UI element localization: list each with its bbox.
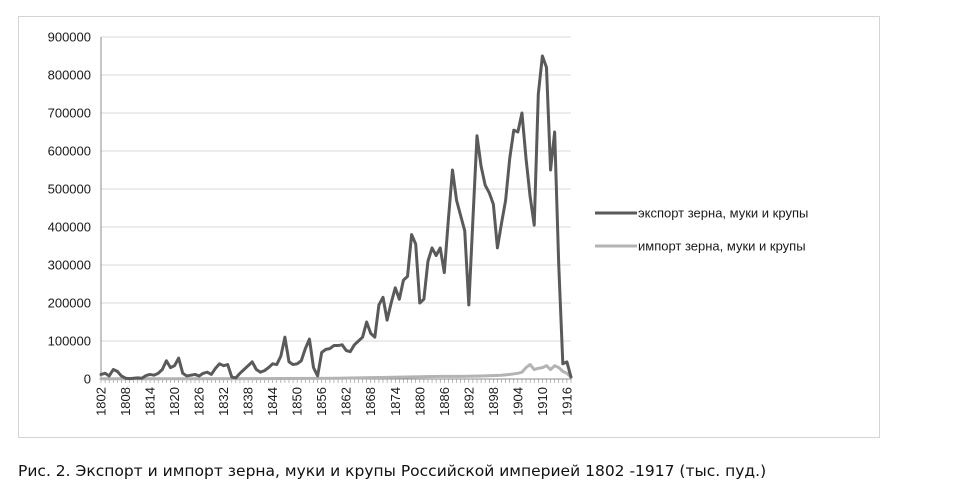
x-tick-label: 1916 xyxy=(559,387,574,416)
x-tick-label: 1898 xyxy=(486,387,501,416)
x-tick-label: 1850 xyxy=(290,387,305,416)
x-tick-label: 1832 xyxy=(216,387,231,416)
y-tick-label: 600000 xyxy=(48,144,91,159)
y-tick-label: 0 xyxy=(84,372,91,387)
line-chart: 0 100000 200000 300000 400000 500000 600000 700… xyxy=(48,30,809,416)
legend-label: экспорт зерна, муки и крупы xyxy=(638,206,808,221)
legend: экспорт зерна, муки и крупы импорт зерна,… xyxy=(595,206,808,254)
x-tick-label: 1838 xyxy=(241,387,256,416)
x-tick-label: 1880 xyxy=(412,387,427,416)
y-tick-label: 500000 xyxy=(48,182,91,197)
x-tick-label: 1808 xyxy=(118,387,133,416)
x-tick-label: 1910 xyxy=(535,387,550,416)
x-tick-label: 1868 xyxy=(363,387,378,416)
series-line xyxy=(99,54,573,381)
figure-caption: Рис. 2. Экспорт и импорт зерна, муки и к… xyxy=(18,462,767,480)
y-tick-label: 800000 xyxy=(48,68,91,83)
x-tick-label: 1814 xyxy=(143,387,158,416)
x-tick-label: 1856 xyxy=(314,387,329,416)
legend-label: импорт зерна, муки и крупы xyxy=(638,239,806,254)
x-tick-label: 1826 xyxy=(192,387,207,416)
x-tick-label: 1802 xyxy=(94,387,109,416)
gridlines xyxy=(101,36,571,342)
y-tick-label: 900000 xyxy=(48,30,91,45)
y-tick-label: 200000 xyxy=(48,296,91,311)
axes: 0 100000 200000 300000 400000 500000 600000 700… xyxy=(48,30,575,416)
y-tick-label: 100000 xyxy=(48,334,91,349)
y-tick-label: 300000 xyxy=(48,258,91,273)
x-tick-label: 1904 xyxy=(510,387,525,416)
x-tick-label: 1820 xyxy=(167,387,182,416)
x-tick-label: 1874 xyxy=(388,387,403,416)
chart-frame: 0 100000 200000 300000 400000 500000 600000 700… xyxy=(18,16,880,438)
y-tick-label: 400000 xyxy=(48,220,91,235)
series-lines xyxy=(99,54,573,381)
x-tick-label: 1886 xyxy=(437,387,452,416)
series-line xyxy=(99,363,573,381)
x-tick-label: 1892 xyxy=(461,387,476,416)
x-tick-label: 1862 xyxy=(339,387,354,416)
x-tick-label: 1844 xyxy=(265,387,280,416)
y-tick-label: 700000 xyxy=(48,106,91,121)
